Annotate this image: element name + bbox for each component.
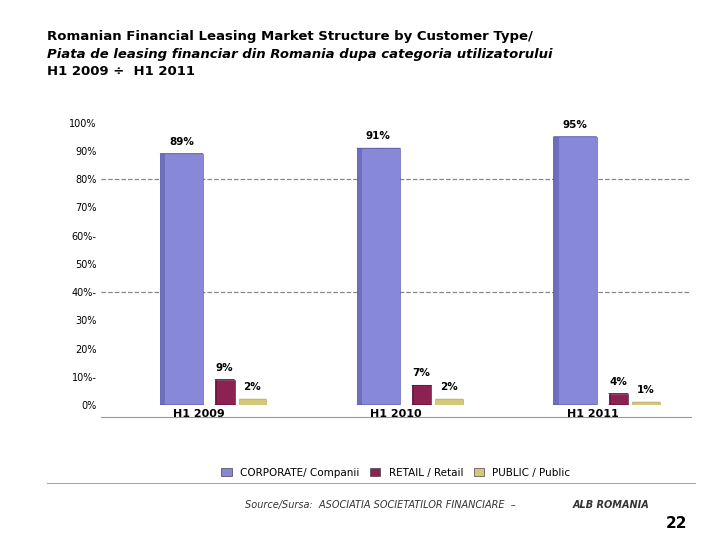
Polygon shape (101, 405, 715, 416)
Text: H1 2009 ÷  H1 2011: H1 2009 ÷ H1 2011 (47, 65, 195, 78)
Bar (436, 399, 463, 400)
Text: Piata de leasing financiar din Romania dupa categoria utilizatorului: Piata de leasing financiar din Romania d… (47, 48, 552, 60)
Text: Romanian Financial Leasing Market Structure by Customer Type/: Romanian Financial Leasing Market Struct… (47, 30, 533, 43)
Bar (608, 394, 629, 405)
Text: 89%: 89% (169, 137, 194, 147)
Bar (238, 400, 266, 405)
Text: 9%: 9% (216, 362, 233, 373)
Bar (215, 380, 217, 405)
Text: 7%: 7% (413, 368, 431, 378)
Polygon shape (125, 416, 715, 419)
Bar (215, 380, 235, 405)
Text: 95%: 95% (562, 120, 588, 130)
Bar (554, 137, 597, 405)
Bar (412, 385, 431, 405)
Text: 2%: 2% (440, 382, 458, 392)
Text: 2%: 2% (243, 382, 261, 392)
Bar (238, 399, 266, 400)
Text: ALB ROMANIA: ALB ROMANIA (572, 500, 649, 510)
Text: Source/Sursa:  ASOCIATIA SOCIETATILOR FINANCIARE  –: Source/Sursa: ASOCIATIA SOCIETATILOR FIN… (245, 500, 522, 510)
Bar (608, 394, 611, 405)
Text: 1%: 1% (637, 385, 654, 395)
Bar (160, 154, 165, 405)
Bar (554, 137, 559, 405)
Bar (356, 148, 362, 405)
Bar (356, 148, 400, 405)
Bar (436, 400, 463, 405)
Text: 4%: 4% (609, 377, 627, 387)
Bar (412, 385, 414, 405)
Text: 91%: 91% (366, 131, 391, 141)
Bar (160, 154, 203, 405)
Text: 22: 22 (666, 516, 688, 531)
Bar (632, 402, 660, 405)
Legend: CORPORATE/ Companii, RETAIL / Retail, PUBLIC / Public: CORPORATE/ Companii, RETAIL / Retail, PU… (217, 464, 575, 482)
